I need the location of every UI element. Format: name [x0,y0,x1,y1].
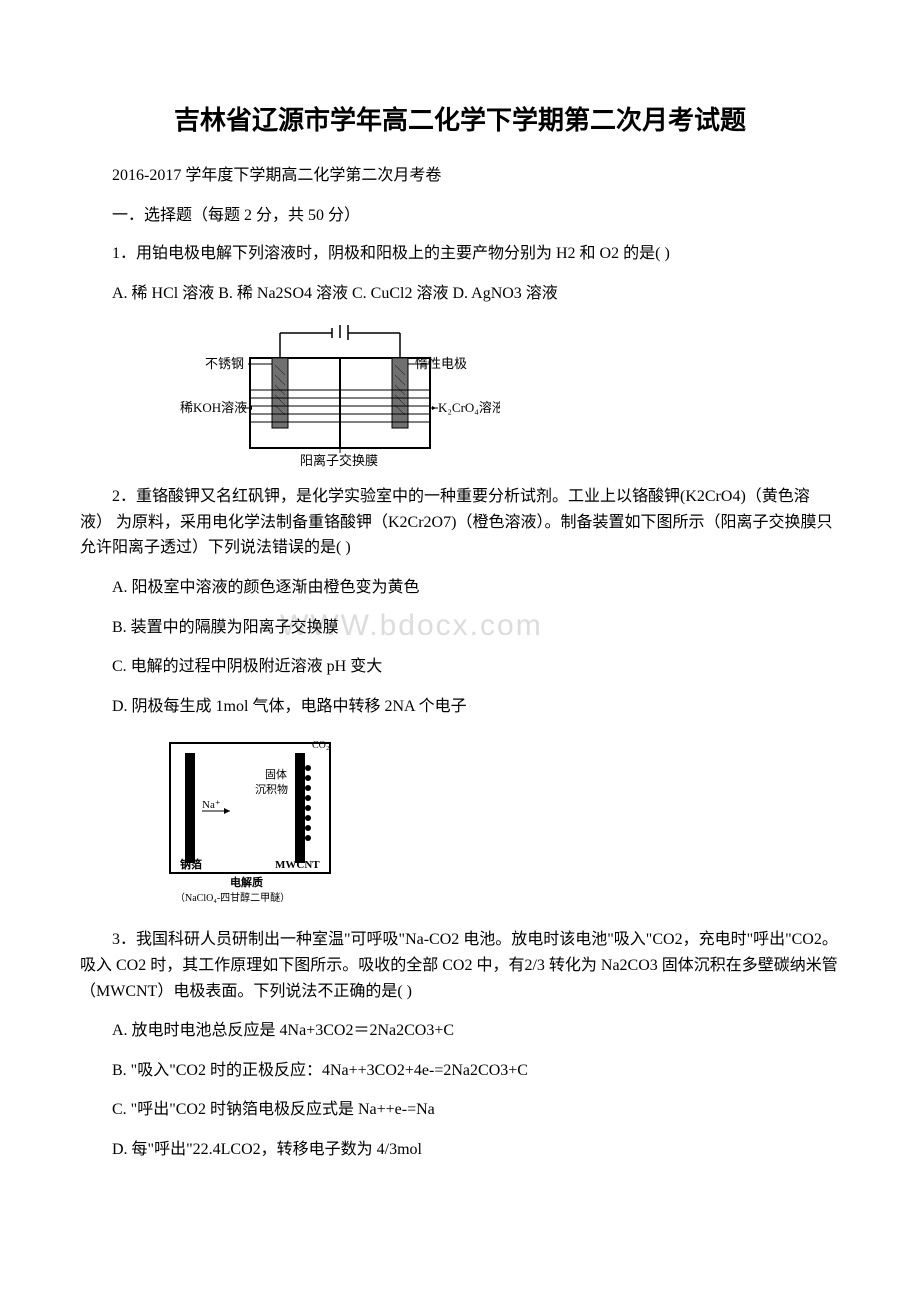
label-deposit: 沉积物 [255,782,288,796]
label-right-solution: K₂CrO₄溶液 [438,400,500,415]
label-left-solution: 稀KOH溶液 [180,400,247,415]
question-2-option-b: B. 装置中的隔膜为阳离子交换膜 [80,615,840,641]
label-co2: CO₂ [312,740,329,751]
diagram-electrolysis: 不锈钢 惰性电极 稀KOH溶液 K₂CrO₄溶液 阳离子交换膜 [180,320,840,470]
label-electrolyte-detail: （NaClO₄-四甘醇二甲醚） [175,891,290,904]
label-membrane: 阳离子交换膜 [300,453,378,468]
question-3-option-a: A. 放电时电池总反应是 4Na+3CO2＝2Na2CO3+C [80,1018,840,1044]
question-2-text: 2．重铬酸钾又名红矾钾，是化学实验室中的一种重要分析试剂。工业上以铬酸钾(K2C… [80,484,840,561]
label-na-plus: Na⁺ [202,799,221,811]
label-sodium-foil: 钠箔 [180,857,202,871]
section-header: 一．选择题（每题 2 分，共 50 分） [80,201,840,225]
subtitle: 2016-2017 学年度下学期高二化学第二次月考卷 [80,161,840,185]
question-3-option-c: C. "呼出"CO2 时钠箔电极反应式是 Na++e-=Na [80,1097,840,1123]
question-3-option-d: D. 每"呼出"22.4LCO2，转移电子数为 4/3mol [80,1137,840,1163]
label-electrolyte-title: 电解质 [230,875,263,889]
question-2-option-a: A. 阳极室中溶液的颜色逐渐由橙色变为黄色 [80,575,840,601]
diagram-battery: CO₂ 固体 沉积物 Na⁺ 钠箔 MWCNT 电解质 （NaClO₄-四甘醇二… [160,733,840,913]
question-3-text: 3．我国科研人员研制出一种室温"可呼吸"Na-CO2 电池。放电时该电池"吸入"… [80,927,840,1004]
question-1-options: A. 稀 HCl 溶液 B. 稀 Na2SO4 溶液 C. CuCl2 溶液 D… [80,281,840,307]
label-mwcnt: MWCNT [275,859,320,871]
label-left-electrode: 不锈钢 [205,356,244,371]
question-3-option-b: B. "吸入"CO2 时的正极反应：4Na++3CO2+4e-=2Na2CO3+… [80,1058,840,1084]
page-title: 吉林省辽源市学年高二化学下学期第二次月考试题 [80,100,840,137]
question-1-text: 1．用铂电极电解下列溶液时，阴极和阳极上的主要产物分别为 H2 和 O2 的是(… [80,241,840,267]
question-2-option-d: D. 阴极每生成 1mol 气体，电路中转移 2NA 个电子 [80,694,840,720]
label-solid: 固体 [265,767,287,781]
question-2-option-c: C. 电解的过程中阴极附近溶液 pH 变大 [80,654,840,680]
